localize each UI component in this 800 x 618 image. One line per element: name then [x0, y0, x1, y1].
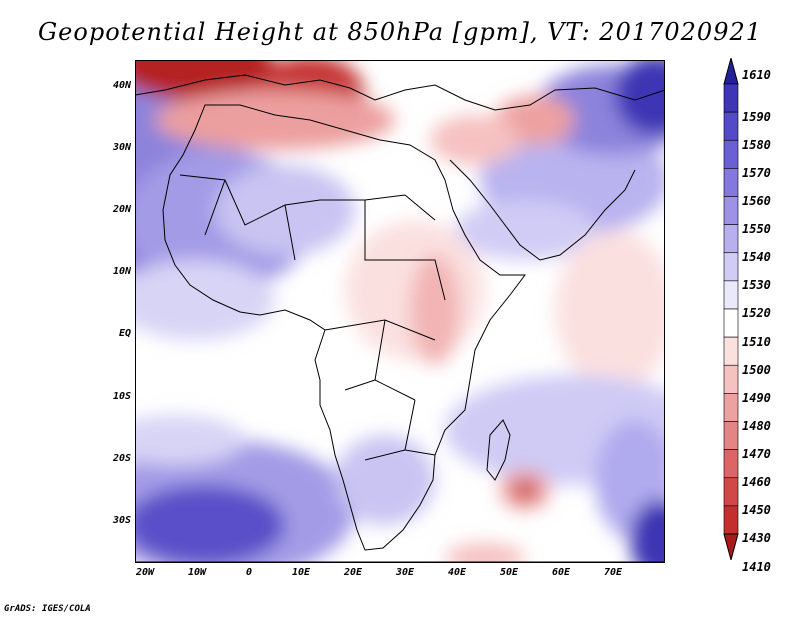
lat-label: EQ — [118, 328, 131, 339]
colorbar-segment — [723, 336, 739, 366]
colorbar-segment — [723, 280, 739, 310]
colorbar-label: 1470 — [742, 447, 771, 461]
colorbar-segment — [723, 364, 739, 394]
colorbar-label: 1510 — [742, 335, 771, 349]
colorbar-segment — [723, 449, 739, 479]
lat-label: 10S — [112, 391, 131, 402]
colorbar-segment — [723, 196, 739, 225]
lat-label: 20S — [112, 453, 131, 464]
lat-label: 30N — [112, 142, 131, 153]
colorbar-segment — [723, 505, 739, 535]
lon-label: 50E — [499, 567, 519, 578]
lat-label: 40N — [112, 80, 131, 91]
lon-label: 10W — [187, 567, 207, 578]
colorbar-label: 1430 — [742, 531, 771, 545]
colorbar-segment — [723, 477, 739, 507]
colorbar-label: 1590 — [742, 110, 771, 124]
lon-label: 70E — [603, 567, 623, 578]
lon-label: 40E — [447, 567, 467, 578]
colorbar-label: 1480 — [742, 419, 771, 433]
credit-text: GrADS: IGES/COLA — [4, 604, 91, 614]
lon-label: 10E — [291, 567, 311, 578]
lon-label: 0 — [245, 567, 253, 578]
colorbar-segment — [723, 252, 739, 282]
colorbar-label: 1490 — [742, 391, 771, 405]
lon-label: 30E — [395, 567, 415, 578]
lon-label: 20W — [135, 567, 155, 578]
map-plot — [135, 60, 665, 563]
lon-label: 20E — [343, 567, 363, 578]
lat-label: 20N — [112, 204, 131, 215]
lat-label: 10N — [112, 266, 131, 277]
colorbar-segment — [723, 393, 739, 422]
colorbar-segment — [723, 421, 739, 450]
colorbar-label: 1410 — [742, 560, 771, 574]
colorbar-segment — [723, 224, 739, 254]
colorbar-segment — [723, 533, 739, 560]
lon-label: 60E — [551, 567, 571, 578]
colorbar-segment — [723, 168, 739, 197]
colorbar-label: 1570 — [742, 166, 771, 180]
colorbar-label: 1550 — [742, 222, 771, 236]
colorbar-segment — [723, 58, 739, 85]
colorbar-segment — [723, 139, 739, 169]
colorbar-label: 1530 — [742, 278, 771, 292]
colorbar-segment — [723, 308, 739, 338]
colorbar-label: 1560 — [742, 194, 771, 208]
colorbar-label: 1610 — [742, 68, 771, 82]
colorbar-label: 1520 — [742, 306, 771, 320]
colorbar-segment — [723, 83, 739, 113]
colorbar-label: 1580 — [742, 138, 771, 152]
colorbar-label: 1460 — [742, 475, 771, 489]
colorbar-label: 1500 — [742, 363, 771, 377]
colorbar-label: 1450 — [742, 503, 771, 517]
colorbar-segment — [723, 111, 739, 141]
chart-title: Geopotential Height at 850hPa [gpm], VT:… — [38, 18, 762, 46]
colorbar — [723, 58, 739, 560]
colorbar-label: 1540 — [742, 250, 771, 264]
lat-label: 30S — [112, 515, 131, 526]
